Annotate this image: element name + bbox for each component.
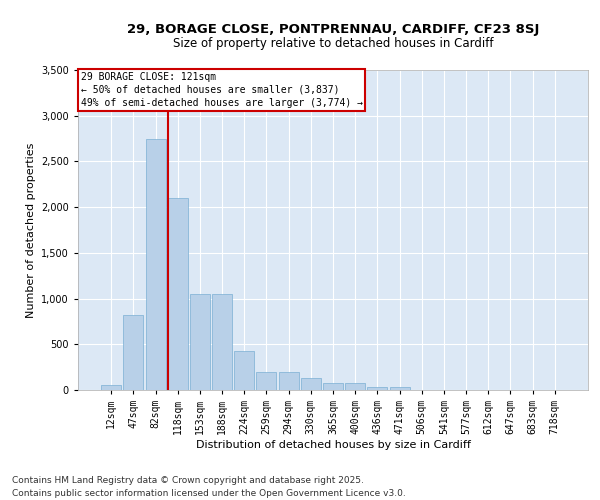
Bar: [323, 382, 343, 390]
Y-axis label: Number of detached properties: Number of detached properties: [26, 142, 35, 318]
Bar: [256, 372, 277, 390]
Bar: [234, 350, 254, 390]
Text: Contains HM Land Registry data © Crown copyright and database right 2025.
Contai: Contains HM Land Registry data © Crown c…: [12, 476, 406, 498]
Bar: [146, 138, 166, 390]
Bar: [124, 315, 143, 390]
Bar: [278, 372, 299, 390]
Bar: [212, 294, 232, 390]
X-axis label: Distribution of detached houses by size in Cardiff: Distribution of detached houses by size …: [196, 440, 470, 450]
Bar: [190, 294, 210, 390]
Text: 29, BORAGE CLOSE, PONTPRENNAU, CARDIFF, CF23 8SJ: 29, BORAGE CLOSE, PONTPRENNAU, CARDIFF, …: [127, 22, 539, 36]
Bar: [367, 388, 388, 390]
Bar: [168, 198, 188, 390]
Bar: [101, 385, 121, 390]
Bar: [389, 388, 410, 390]
Bar: [301, 378, 321, 390]
Text: 29 BORAGE CLOSE: 121sqm
← 50% of detached houses are smaller (3,837)
49% of semi: 29 BORAGE CLOSE: 121sqm ← 50% of detache…: [80, 72, 362, 108]
Text: Size of property relative to detached houses in Cardiff: Size of property relative to detached ho…: [173, 38, 493, 51]
Bar: [345, 382, 365, 390]
